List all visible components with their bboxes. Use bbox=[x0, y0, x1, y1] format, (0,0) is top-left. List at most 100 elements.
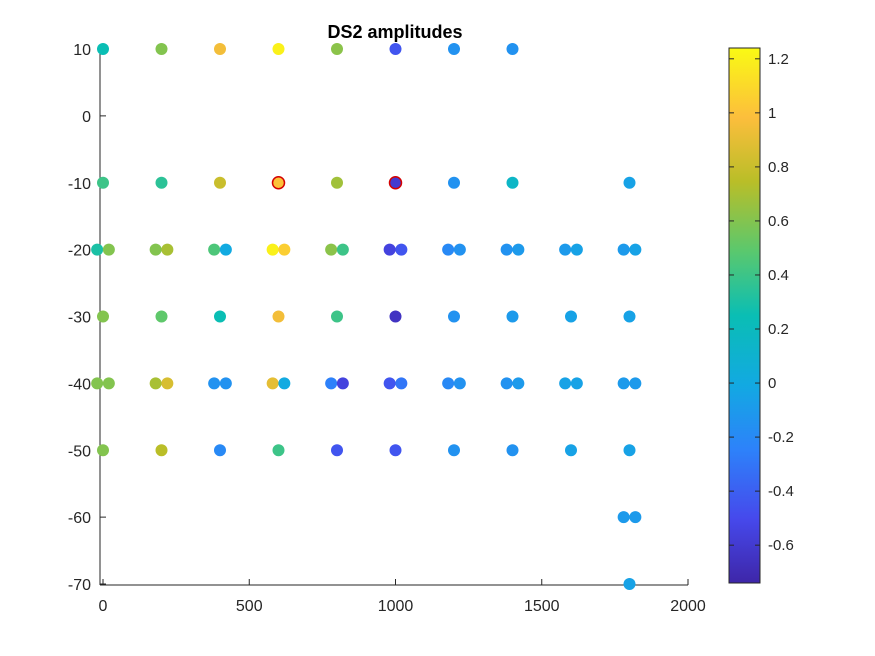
y-tick-label: -30 bbox=[68, 310, 91, 327]
data-point bbox=[266, 377, 279, 390]
data-point bbox=[629, 377, 642, 390]
colorbar-tick-label: 0.4 bbox=[768, 267, 789, 284]
data-point bbox=[336, 377, 349, 390]
data-point bbox=[506, 444, 519, 457]
data-point bbox=[623, 310, 636, 323]
data-point bbox=[512, 243, 525, 256]
data-point bbox=[506, 176, 519, 189]
data-point bbox=[395, 243, 408, 256]
data-point bbox=[219, 377, 232, 390]
data-point bbox=[331, 444, 343, 457]
data-point bbox=[565, 444, 577, 457]
data-point bbox=[91, 243, 104, 256]
data-point bbox=[331, 176, 343, 189]
chart-title: DS2 amplitudes bbox=[327, 22, 462, 42]
data-point bbox=[395, 377, 408, 390]
data-point bbox=[623, 444, 636, 457]
data-point bbox=[448, 444, 460, 457]
data-point bbox=[325, 243, 338, 256]
data-point bbox=[149, 243, 162, 256]
data-point bbox=[102, 377, 115, 390]
data-point bbox=[272, 444, 285, 457]
data-point bbox=[325, 377, 338, 390]
data-point bbox=[629, 243, 642, 256]
data-point bbox=[102, 243, 115, 256]
data-point bbox=[219, 243, 232, 256]
data-point bbox=[208, 377, 221, 390]
data-point bbox=[570, 377, 583, 390]
data-point bbox=[149, 377, 162, 390]
data-point bbox=[442, 377, 455, 390]
colorbar-tick-label: -0.4 bbox=[768, 483, 794, 500]
data-point bbox=[383, 377, 396, 390]
data-point bbox=[336, 243, 349, 256]
data-point bbox=[97, 176, 109, 189]
data-point bbox=[155, 444, 168, 457]
data-point bbox=[331, 43, 343, 55]
colorbar-tick-label: 1 bbox=[768, 105, 776, 122]
y-tick-label: -50 bbox=[68, 443, 91, 460]
data-point bbox=[97, 310, 109, 323]
data-point bbox=[214, 43, 226, 55]
colorbar-tick-label: -0.6 bbox=[768, 537, 794, 554]
data-point bbox=[453, 377, 466, 390]
y-tick-label: 0 bbox=[82, 109, 91, 126]
data-point bbox=[506, 310, 519, 323]
data-point bbox=[208, 243, 221, 256]
data-point bbox=[155, 176, 168, 189]
data-point bbox=[629, 511, 642, 524]
data-point bbox=[389, 444, 402, 457]
data-point bbox=[272, 43, 285, 55]
data-point bbox=[272, 310, 285, 323]
data-point bbox=[278, 377, 291, 390]
colorbar-tick-label: 0.2 bbox=[768, 321, 789, 338]
data-point bbox=[161, 377, 174, 390]
y-tick-label: -20 bbox=[68, 243, 91, 260]
colorbar: 1.2 1 0.8 0.6 0.4 0.2 0 -0.2 -0.4 -0.6 bbox=[728, 47, 794, 584]
data-point bbox=[383, 243, 396, 256]
y-tick-label: -10 bbox=[68, 176, 91, 193]
data-point bbox=[617, 511, 630, 524]
data-points bbox=[91, 43, 642, 590]
data-point bbox=[453, 243, 466, 256]
data-point bbox=[442, 243, 455, 256]
data-point bbox=[214, 444, 226, 457]
data-point bbox=[278, 243, 291, 256]
data-point bbox=[559, 243, 572, 256]
data-point bbox=[617, 377, 630, 390]
data-point bbox=[389, 310, 402, 323]
colorbar-gradient bbox=[728, 47, 761, 584]
data-point bbox=[214, 310, 226, 323]
colorbar-tick-label: 0.8 bbox=[768, 159, 789, 176]
x-tick-label: 500 bbox=[236, 598, 263, 615]
data-point bbox=[506, 43, 519, 55]
data-point bbox=[500, 377, 513, 390]
data-point bbox=[512, 377, 525, 390]
data-point-highlighted bbox=[271, 176, 286, 190]
data-point bbox=[155, 310, 168, 323]
data-point bbox=[448, 176, 460, 189]
colorbar-tick-label: -0.2 bbox=[768, 429, 794, 446]
data-point bbox=[97, 43, 109, 55]
data-point-highlighted bbox=[388, 176, 403, 190]
data-point bbox=[448, 310, 460, 323]
data-point bbox=[500, 243, 513, 256]
data-point bbox=[565, 310, 577, 323]
y-tick-label: -70 bbox=[68, 577, 91, 594]
colorbar-tick-label: 0 bbox=[768, 375, 776, 392]
data-point bbox=[448, 43, 460, 55]
data-point bbox=[623, 578, 636, 590]
x-tick-label: 0 bbox=[99, 598, 108, 615]
y-tick-label: 10 bbox=[73, 42, 91, 59]
data-point bbox=[559, 377, 572, 390]
data-point bbox=[97, 444, 109, 457]
data-point bbox=[161, 243, 174, 256]
axes: 0 500 1000 1500 2000 10 0 -10 -20 -30 -40 -50 -60 -70 bbox=[68, 42, 706, 615]
y-tick-label: -60 bbox=[68, 510, 91, 527]
data-point bbox=[389, 43, 402, 55]
data-point bbox=[570, 243, 583, 256]
data-point bbox=[214, 176, 226, 189]
x-tick-label: 1500 bbox=[524, 598, 560, 615]
x-tick-label: 1000 bbox=[378, 598, 414, 615]
data-point bbox=[266, 243, 279, 256]
